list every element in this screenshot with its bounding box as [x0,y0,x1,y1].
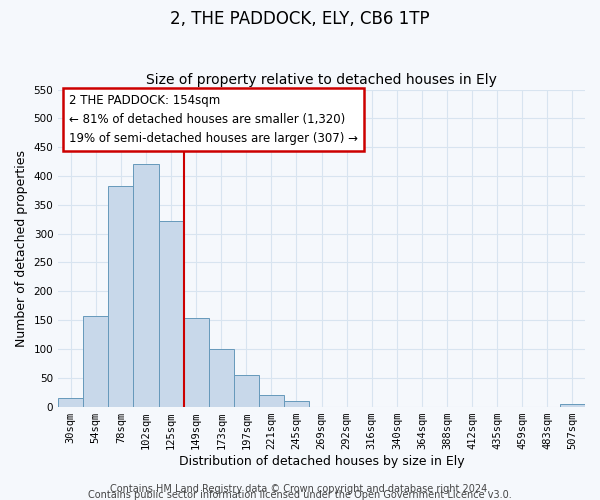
Bar [109,186,133,406]
X-axis label: Distribution of detached houses by size in Ely: Distribution of detached houses by size … [179,454,464,468]
Bar [560,404,585,406]
Bar [58,398,83,406]
Text: Contains public sector information licensed under the Open Government Licence v3: Contains public sector information licen… [88,490,512,500]
Bar [209,349,234,406]
Title: Size of property relative to detached houses in Ely: Size of property relative to detached ho… [146,73,497,87]
Text: 2, THE PADDOCK, ELY, CB6 1TP: 2, THE PADDOCK, ELY, CB6 1TP [170,10,430,28]
Bar [184,318,209,406]
Bar [234,375,259,406]
Y-axis label: Number of detached properties: Number of detached properties [15,150,28,346]
Bar [133,164,158,406]
Bar [284,401,309,406]
Bar [259,395,284,406]
Text: 2 THE PADDOCK: 154sqm
← 81% of detached houses are smaller (1,320)
19% of semi-d: 2 THE PADDOCK: 154sqm ← 81% of detached … [69,94,358,146]
Bar [83,316,109,406]
Text: Contains HM Land Registry data © Crown copyright and database right 2024.: Contains HM Land Registry data © Crown c… [110,484,490,494]
Bar [158,221,184,406]
